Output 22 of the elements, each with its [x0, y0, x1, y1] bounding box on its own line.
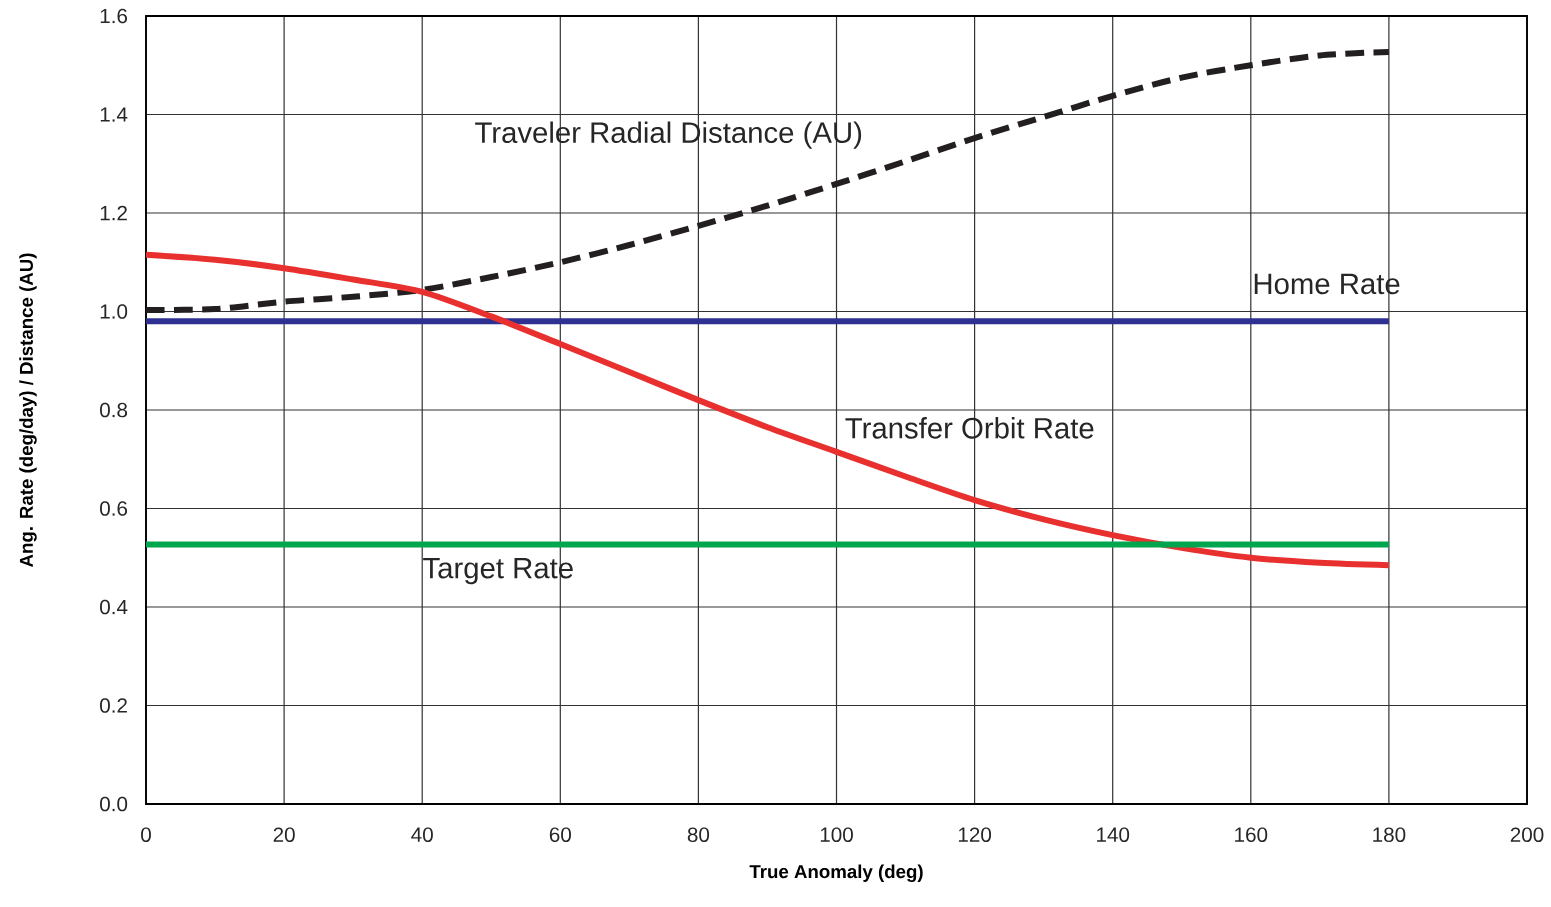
x-tick-label: 180	[1373, 827, 1406, 843]
x-tick-label: 80	[687, 827, 710, 843]
y-axis-title: Ang. Rate (deg/day) / Distance (AU)	[19, 253, 37, 568]
y-tick-label: 0.6	[100, 501, 128, 516]
x-tick-label: 160	[1235, 827, 1268, 843]
x-axis-title: True Anomaly (deg)	[749, 864, 923, 882]
x-tick-label: 120	[958, 827, 992, 843]
x-tick-label: 60	[549, 827, 571, 843]
x-tick-label: 100	[820, 827, 853, 843]
y-tick-label: 0.0	[100, 796, 128, 812]
y-tick-label: 1.6	[100, 8, 128, 24]
x-tick-label: 140	[1097, 827, 1130, 843]
y-tick-label: 0.2	[100, 698, 127, 713]
y-tick-label: 1.0	[100, 304, 128, 319]
y-tick-label: 1.4	[100, 107, 128, 122]
x-tick-label: 20	[273, 827, 295, 843]
x-tick-label: 200	[1510, 827, 1544, 843]
x-tick-label: 40	[411, 827, 433, 843]
x-tick-label: 0	[141, 827, 151, 843]
y-tick-label: 1.2	[100, 205, 127, 221]
y-tick-label: 0.8	[100, 402, 128, 418]
y-tick-label: 0.4	[100, 599, 128, 615]
